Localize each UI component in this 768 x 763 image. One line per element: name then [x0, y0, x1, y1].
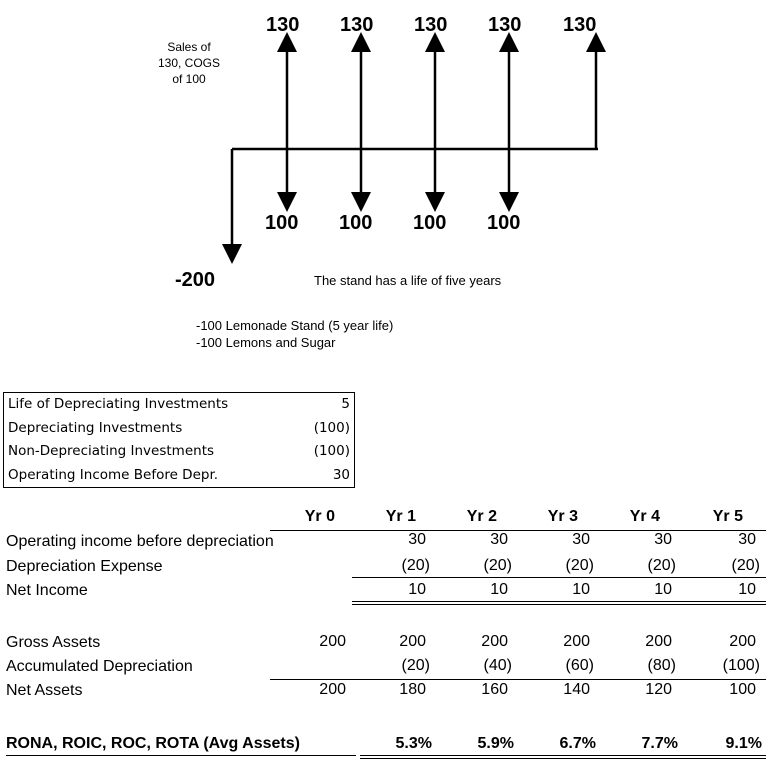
- row-value: 30: [738, 531, 756, 548]
- cash-flow-diagram: -200 130 130 130 130 130 100 100 100 100…: [158, 14, 606, 350]
- outflow-labels: 100 100 100 100: [265, 212, 520, 234]
- year-header: Yr 3: [547, 508, 578, 525]
- parameter-row: Operating Income Before Depr. 30: [4, 464, 354, 488]
- initial-outflow-label: -200: [175, 269, 215, 291]
- row-value: (20): [401, 557, 430, 574]
- outflow-arrows: [277, 149, 519, 212]
- investment-line: -100 Lemons and Sugar: [196, 335, 336, 350]
- row-value: 10: [572, 581, 590, 598]
- row-value: 160: [481, 681, 508, 698]
- row-value: 200: [399, 633, 426, 650]
- parameter-value: (100): [313, 419, 350, 436]
- return-value: 5.9%: [477, 735, 514, 752]
- row-value: 30: [490, 531, 508, 548]
- return-value: 5.3%: [395, 735, 432, 752]
- life-note: The stand has a life of five years: [314, 273, 502, 288]
- return-row-label: RONA, ROIC, ROC, ROTA (Avg Assets): [6, 735, 300, 752]
- row-label: Gross Assets: [6, 634, 101, 651]
- parameter-label: Life of Depreciating Investments: [8, 396, 229, 412]
- parameter-value: (100): [313, 443, 350, 459]
- row-value: 100: [729, 681, 756, 698]
- row-value: 10: [738, 581, 756, 598]
- year-header: Yr 2: [466, 508, 497, 525]
- row-value: (40): [483, 657, 512, 674]
- parameter-label: Non-Depreciating Investments: [8, 443, 215, 459]
- row-value: 30: [572, 531, 590, 548]
- return-value: 9.1%: [725, 735, 762, 752]
- inflow-label: 130: [340, 14, 373, 36]
- sales-note-line: 130, COGS: [158, 56, 220, 70]
- row-value: 10: [654, 581, 672, 598]
- parameters-box: Life of Depreciating Investments 5 Depre…: [3, 392, 355, 488]
- parameter-row: Depreciating Investments (100): [4, 417, 354, 441]
- parameter-label: Depreciating Investments: [8, 419, 183, 436]
- row-value: (20): [565, 557, 594, 574]
- sales-note: Sales of 130, COGS of 100: [158, 40, 220, 86]
- outflow-label: 100: [265, 212, 298, 234]
- inflow-arrows: [277, 32, 606, 149]
- row-value: 120: [645, 681, 672, 698]
- row-value: 200: [481, 633, 508, 650]
- row-label: Accumulated Depreciation: [6, 658, 193, 675]
- row-value: 200: [319, 681, 346, 698]
- inflow-label: 130: [414, 14, 447, 36]
- parameter-row: Non-Depreciating Investments (100): [4, 440, 354, 464]
- return-value: 7.7%: [641, 735, 678, 752]
- parameter-row: Life of Depreciating Investments 5: [4, 393, 354, 417]
- row-value: (60): [565, 657, 594, 674]
- outflow-label: 100: [487, 212, 520, 234]
- row-value: 180: [399, 681, 426, 698]
- sales-note-line: Sales of: [167, 40, 211, 54]
- row-value: 140: [563, 681, 590, 698]
- row-value: (20): [401, 657, 430, 674]
- row-value: 200: [645, 633, 672, 650]
- row-value: 200: [563, 633, 590, 650]
- row-value: 10: [490, 581, 508, 598]
- year-header: Yr 0: [304, 508, 335, 525]
- row-value: 200: [729, 633, 756, 650]
- investment-line: -100 Lemonade Stand (5 year life): [196, 318, 393, 333]
- row-value: 10: [408, 581, 426, 598]
- year-header: Yr 1: [385, 508, 416, 525]
- row-value: (20): [647, 557, 676, 574]
- inflow-label: 130: [563, 14, 596, 36]
- row-value: (80): [647, 657, 676, 674]
- parameter-value: 5: [341, 396, 350, 412]
- row-value: (20): [731, 557, 760, 574]
- outflow-label: 100: [339, 212, 372, 234]
- inflow-label: 130: [488, 14, 521, 36]
- parameter-value: 30: [332, 466, 350, 483]
- row-label: Operating income before depreciation: [6, 533, 274, 550]
- row-label: Net Assets: [6, 682, 83, 699]
- inflow-label: 130: [266, 14, 299, 36]
- row-label: Net Income: [6, 582, 88, 599]
- parameter-label: Operating Income Before Depr.: [8, 466, 219, 483]
- row-value: (20): [483, 557, 512, 574]
- row-value: 30: [654, 531, 672, 548]
- row-label: Depreciation Expense: [6, 558, 163, 575]
- inflow-labels: 130 130 130 130 130: [266, 14, 596, 36]
- return-value: 6.7%: [559, 735, 596, 752]
- row-value: 30: [408, 531, 426, 548]
- year-header: Yr 4: [629, 508, 660, 525]
- year-header: Yr 5: [712, 508, 743, 525]
- outflow-label: 100: [413, 212, 446, 234]
- row-value: 200: [319, 633, 346, 650]
- sales-note-line: of 100: [172, 72, 206, 86]
- row-value: (100): [722, 657, 760, 674]
